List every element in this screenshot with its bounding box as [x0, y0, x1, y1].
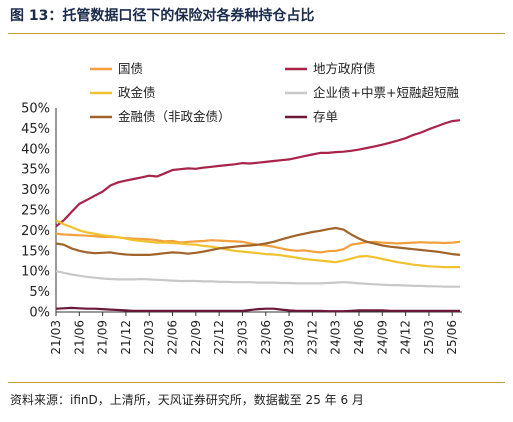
x-tick-label: 25/03 — [422, 320, 436, 355]
y-tick-label: 30% — [21, 183, 50, 198]
x-tick-label: 24/12 — [399, 320, 413, 355]
series-line-政金债 — [55, 219, 460, 269]
title-divider — [8, 33, 505, 34]
series-line-企业债+中票+短融超短融 — [55, 270, 460, 288]
source-divider — [8, 382, 505, 383]
legend-label: 政金债 — [118, 85, 156, 100]
x-tick-label: 21/03 — [49, 320, 63, 355]
x-tick-label: 25/06 — [445, 320, 459, 355]
x-tick-label: 21/06 — [72, 320, 86, 355]
series-line-金融债（非政金债） — [55, 226, 461, 256]
x-tick-label: 21/12 — [119, 320, 133, 355]
source-note: 资料来源：ifinD，上清所，天风证券研究所，数据截至 25 年 6 月 — [10, 393, 364, 407]
x-tick-label: 22/12 — [212, 320, 226, 355]
series-line-存单 — [55, 306, 460, 313]
y-tick-label: 25% — [21, 204, 50, 219]
y-tick-label: 35% — [21, 163, 50, 178]
chart-series-lines — [55, 119, 461, 313]
legend-label: 存单 — [313, 109, 338, 124]
x-tick-label: 22/06 — [166, 320, 180, 355]
figure-title: 图 13：托管数据口径下的保险对各券种持仓占比 — [10, 8, 315, 24]
x-tick-label: 24/09 — [375, 320, 389, 355]
y-tick-label: 45% — [21, 122, 50, 137]
x-tick-label: 23/03 — [235, 320, 249, 355]
chart-axes: 0% 5% 10% 15% 20% 25% 30% 35% 40% 45% 50% 21/03 21/0… — [21, 102, 462, 355]
x-tick-label: 22/03 — [142, 320, 156, 355]
x-tick-label: 23/06 — [259, 320, 273, 355]
y-tick-label: 10% — [21, 265, 50, 280]
x-tick-label: 24/03 — [329, 320, 343, 355]
series-line-地方政府债 — [55, 119, 461, 228]
x-tick-label: 24/06 — [352, 320, 366, 355]
y-tick-label: 15% — [21, 244, 50, 259]
legend-label: 地方政府债 — [313, 61, 376, 76]
x-tick-label: 23/12 — [305, 320, 319, 355]
y-tick-label: 40% — [21, 142, 50, 157]
y-tick-label: 20% — [21, 224, 50, 239]
y-tick-label: 50% — [21, 102, 50, 117]
x-tick-label: 23/09 — [282, 320, 296, 355]
legend-label: 国债 — [118, 61, 143, 76]
y-tick-label: 5% — [29, 285, 50, 300]
legend-label: 企业债+中票+短融超短融 — [313, 85, 459, 100]
legend-label: 金融债（非政金债） — [118, 109, 231, 124]
x-tick-label: 22/09 — [189, 320, 203, 355]
y-tick-label: 0% — [29, 306, 50, 321]
x-tick-label: 21/09 — [96, 320, 110, 355]
